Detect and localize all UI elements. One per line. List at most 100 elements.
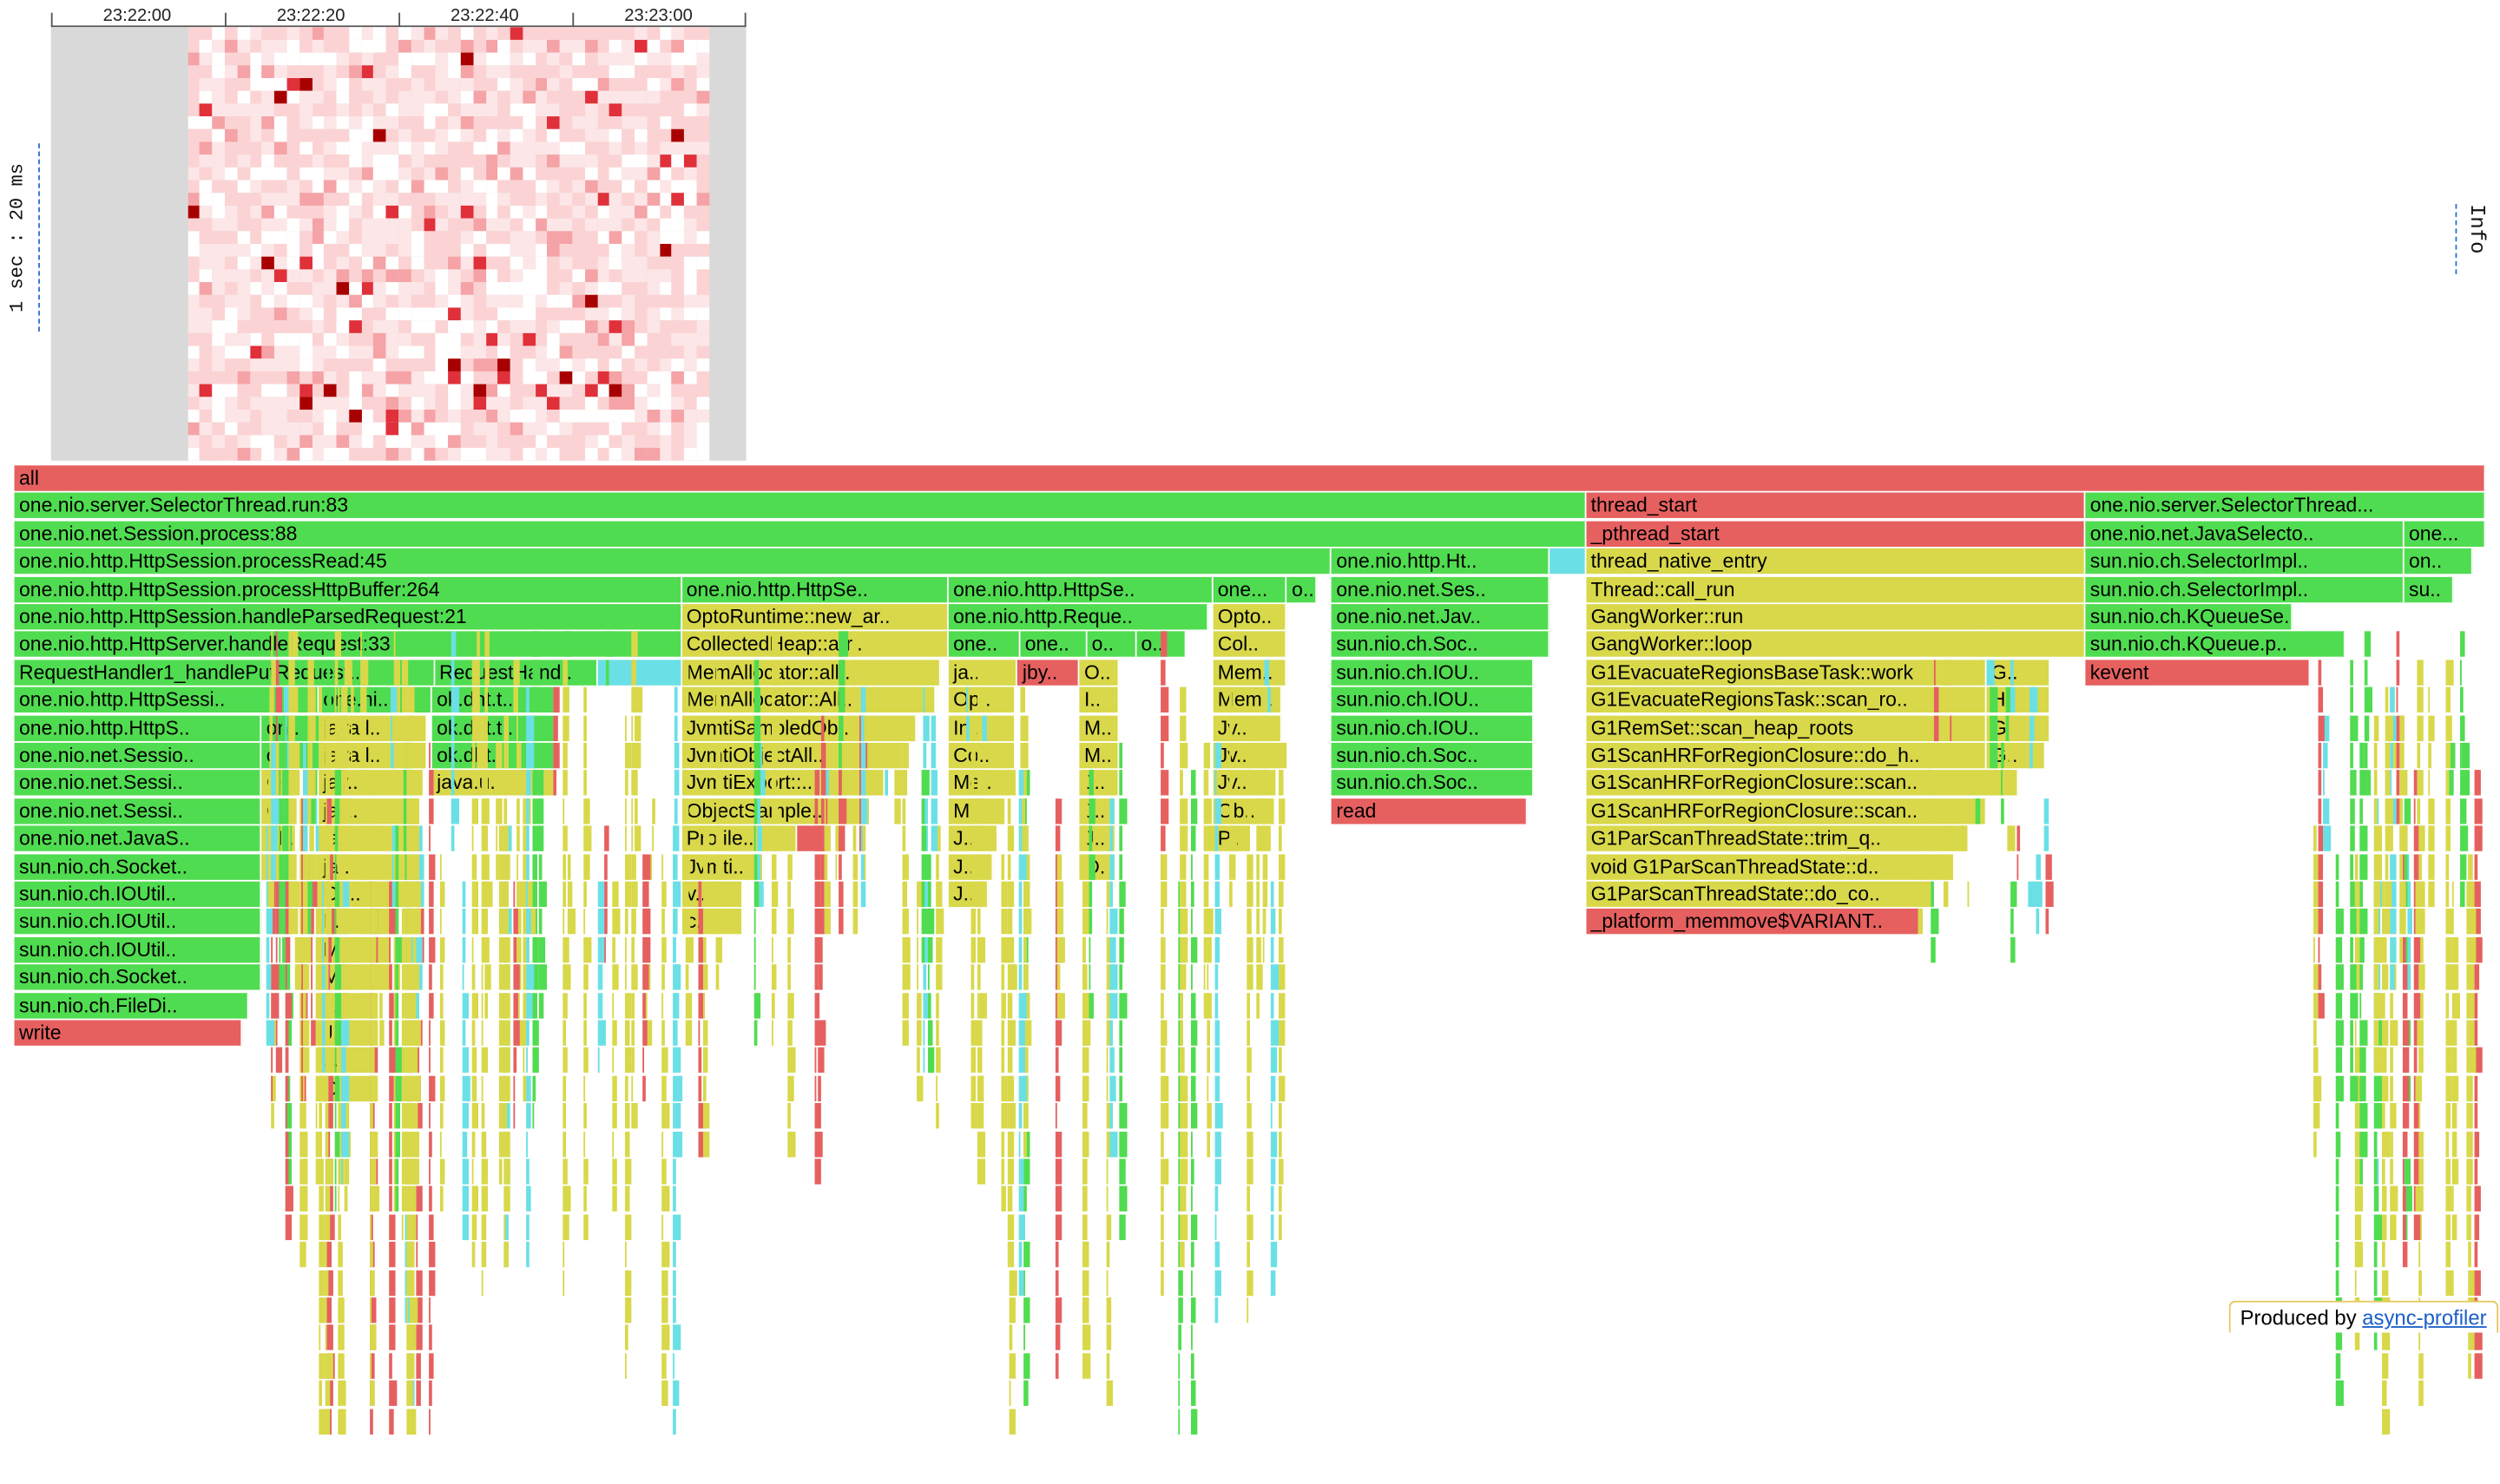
heatmap-cell[interactable] bbox=[312, 371, 325, 384]
heatmap-cell[interactable] bbox=[398, 65, 411, 78]
heatmap-cell[interactable] bbox=[696, 307, 710, 321]
heatmap-cell[interactable] bbox=[212, 116, 226, 129]
heatmap-cell[interactable] bbox=[622, 332, 635, 346]
heatmap-cell[interactable] bbox=[411, 103, 424, 117]
heatmap-cell[interactable] bbox=[348, 448, 362, 461]
heatmap-cell[interactable] bbox=[485, 384, 498, 397]
heatmap-cell[interactable] bbox=[212, 218, 226, 232]
heatmap-cell[interactable] bbox=[523, 205, 536, 219]
heatmap-cell[interactable] bbox=[261, 77, 275, 91]
heatmap-cell[interactable] bbox=[560, 154, 573, 167]
heatmap-cell[interactable] bbox=[609, 307, 622, 321]
heatmap[interactable] bbox=[50, 27, 747, 461]
heatmap-cell[interactable] bbox=[497, 435, 511, 449]
heatmap-cell[interactable] bbox=[423, 410, 437, 423]
heatmap-cell[interactable] bbox=[299, 128, 312, 142]
heatmap-cell[interactable] bbox=[472, 282, 486, 295]
heatmap-cell[interactable] bbox=[523, 269, 536, 283]
heatmap-cell[interactable] bbox=[647, 231, 660, 245]
heatmap-cell[interactable] bbox=[584, 397, 598, 410]
heatmap-cell[interactable] bbox=[361, 435, 374, 449]
heatmap-cell[interactable] bbox=[485, 193, 498, 206]
heatmap-cell[interactable] bbox=[684, 39, 697, 53]
heatmap-cell[interactable] bbox=[423, 397, 437, 410]
heatmap-cell[interactable] bbox=[212, 205, 226, 219]
heatmap-cell[interactable] bbox=[523, 39, 536, 53]
heatmap-cell[interactable] bbox=[460, 218, 474, 232]
heatmap-cell[interactable] bbox=[212, 167, 226, 181]
heatmap-cell[interactable] bbox=[535, 154, 549, 167]
heatmap-cell[interactable] bbox=[634, 320, 648, 333]
heatmap-cell[interactable] bbox=[237, 103, 250, 117]
heatmap-cell[interactable] bbox=[596, 307, 610, 321]
heatmap-cell[interactable] bbox=[237, 39, 250, 53]
heatmap-cell[interactable] bbox=[584, 282, 598, 295]
heatmap-cell[interactable] bbox=[188, 358, 201, 371]
heatmap-cell[interactable] bbox=[622, 65, 635, 78]
heatmap-cell[interactable] bbox=[460, 180, 474, 194]
flame-frame[interactable]: RequestHandler1_handlePutRequest.. bbox=[14, 660, 435, 686]
heatmap-cell[interactable] bbox=[373, 141, 387, 155]
heatmap-cell[interactable] bbox=[647, 39, 660, 53]
heatmap-cell[interactable] bbox=[485, 65, 498, 78]
heatmap-cell[interactable] bbox=[647, 167, 660, 181]
heatmap-cell[interactable] bbox=[472, 345, 486, 359]
heatmap-cell[interactable] bbox=[348, 141, 362, 155]
heatmap-cell[interactable] bbox=[572, 116, 586, 129]
heatmap-cell[interactable] bbox=[361, 90, 374, 104]
flame-frame[interactable]: M.. bbox=[1079, 714, 1120, 741]
heatmap-cell[interactable] bbox=[261, 39, 275, 53]
heatmap-cell[interactable] bbox=[497, 307, 511, 321]
heatmap-cell[interactable] bbox=[324, 422, 338, 436]
heatmap-cell[interactable] bbox=[448, 141, 462, 155]
heatmap-cell[interactable] bbox=[485, 358, 498, 371]
heatmap-cell[interactable] bbox=[312, 205, 325, 219]
heatmap-cell[interactable] bbox=[596, 231, 610, 245]
heatmap-cell[interactable] bbox=[596, 448, 610, 461]
heatmap-cell[interactable] bbox=[622, 154, 635, 167]
heatmap-cell[interactable] bbox=[696, 294, 710, 308]
heatmap-cell[interactable] bbox=[671, 332, 685, 346]
heatmap-cell[interactable] bbox=[634, 103, 648, 117]
heatmap-cell[interactable] bbox=[647, 358, 660, 371]
heatmap-cell[interactable] bbox=[671, 358, 685, 371]
heatmap-cell[interactable] bbox=[373, 282, 387, 295]
heatmap-cell[interactable] bbox=[224, 320, 238, 333]
flame-frame[interactable]: GangWorker::run bbox=[1586, 604, 2086, 630]
heatmap-cell[interactable] bbox=[609, 332, 622, 346]
heatmap-cell[interactable] bbox=[398, 90, 411, 104]
heatmap-cell[interactable] bbox=[348, 358, 362, 371]
heatmap-cell[interactable] bbox=[436, 269, 449, 283]
heatmap-cell[interactable] bbox=[535, 193, 549, 206]
heatmap-cell[interactable] bbox=[696, 167, 710, 181]
heatmap-cell[interactable] bbox=[348, 244, 362, 257]
heatmap-cell[interactable] bbox=[237, 77, 250, 91]
heatmap-cell[interactable] bbox=[497, 371, 511, 384]
heatmap-cell[interactable] bbox=[361, 448, 374, 461]
heatmap-cell[interactable] bbox=[609, 103, 622, 117]
heatmap-cell[interactable] bbox=[361, 52, 374, 66]
heatmap-cell[interactable] bbox=[609, 231, 622, 245]
heatmap-cell[interactable] bbox=[423, 435, 437, 449]
heatmap-cell[interactable] bbox=[659, 167, 673, 181]
heatmap-cell[interactable] bbox=[324, 282, 338, 295]
heatmap-cell[interactable] bbox=[373, 448, 387, 461]
heatmap-cell[interactable] bbox=[547, 141, 561, 155]
heatmap-cell[interactable] bbox=[634, 231, 648, 245]
heatmap-cell[interactable] bbox=[460, 39, 474, 53]
heatmap-cell[interactable] bbox=[647, 27, 660, 40]
flame-frame[interactable]: G1EvacuateRegionsBaseTask::work bbox=[1586, 660, 1987, 686]
heatmap-cell[interactable] bbox=[324, 231, 338, 245]
heatmap-cell[interactable] bbox=[523, 218, 536, 232]
heatmap-cell[interactable] bbox=[510, 90, 523, 104]
heatmap-cell[interactable] bbox=[448, 231, 462, 245]
heatmap-cell[interactable] bbox=[188, 397, 201, 410]
heatmap-cell[interactable] bbox=[423, 154, 437, 167]
heatmap-cell[interactable] bbox=[336, 435, 350, 449]
heatmap-cell[interactable] bbox=[547, 244, 561, 257]
heatmap-cell[interactable] bbox=[485, 294, 498, 308]
heatmap-cell[interactable] bbox=[188, 422, 201, 436]
heatmap-cell[interactable] bbox=[547, 39, 561, 53]
heatmap-cell[interactable] bbox=[510, 180, 523, 194]
heatmap-cell[interactable] bbox=[385, 65, 399, 78]
